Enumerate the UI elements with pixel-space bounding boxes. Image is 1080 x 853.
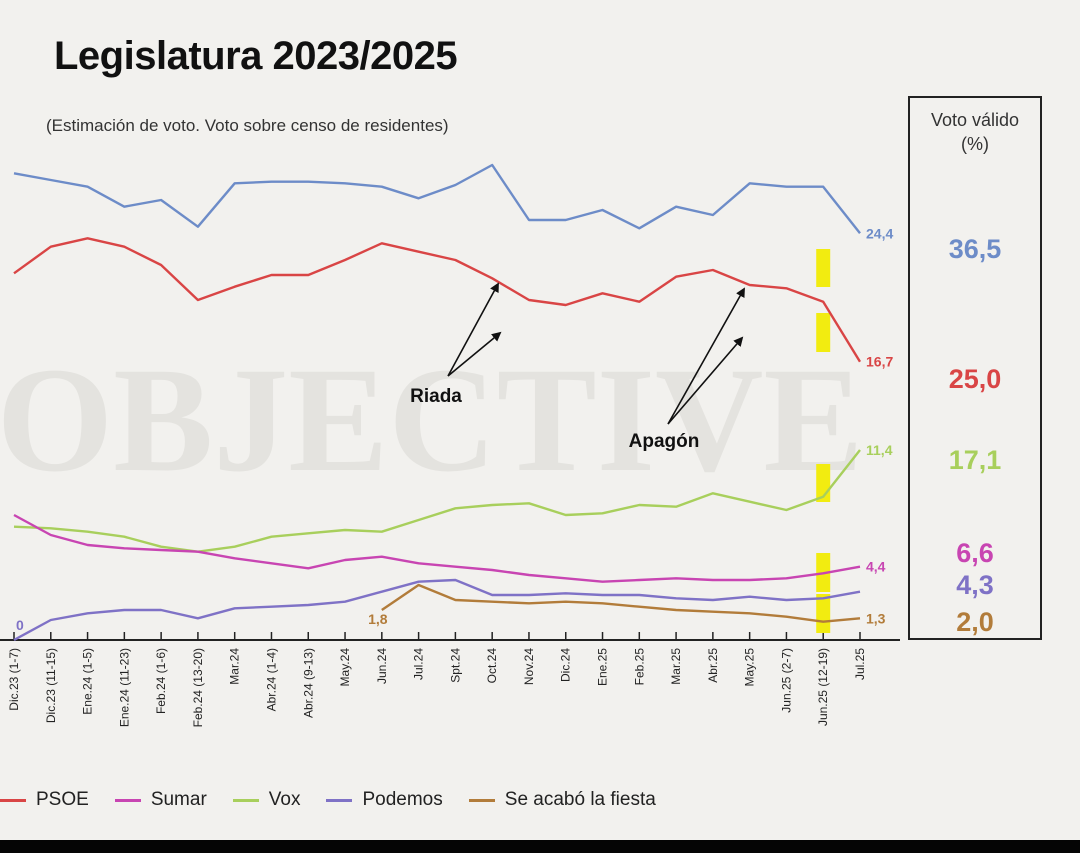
highlight-marker [816,313,831,352]
x-tick-label: Abr.24 (1-4) [264,648,278,711]
valid-vote-box [908,96,1042,640]
highlight-marker [816,594,831,633]
legend-item: PSOE [0,789,89,811]
valid-vote-value: 6,6 [956,538,994,568]
x-tick-label: Jun.24 [375,648,389,684]
annotation-arrow [667,287,745,425]
legend-swatch [468,798,495,802]
x-tick-label: Dic.23 (11-15) [44,648,58,723]
x-tick-label: Feb.24 (1-6) [154,648,168,714]
data-label: 24,4 [866,225,893,241]
data-label: 0 [16,617,24,633]
legend-swatch [114,798,141,802]
series-line-psoe [13,237,862,363]
data-label: 16,7 [866,354,893,370]
legend-swatch [0,798,26,802]
x-tick-label: Jul.24 [412,648,426,680]
valid-vote-value: 36,5 [949,234,1002,264]
legend-swatch [326,798,353,802]
x-tick-label: Ene.24 (1-5) [81,648,95,715]
valid-vote-value: 17,1 [949,445,1002,475]
valid-vote-header-line1: Voto válido [930,110,1020,130]
chart-title: Legislatura 2023/2025 [54,34,458,78]
x-tick-label: Dic.23 (1-7) [7,648,21,711]
x-tick-label: Feb.25 [632,648,646,686]
bottom-bar [0,840,1080,853]
line-chart: OBJECTIVE Dic.23 (1-7) Dic.23 (11-15) Ene.2… [0,163,1002,727]
legend-label: Se acabó la fiesta [504,789,656,810]
x-tick-label: Abr.25 [706,648,720,683]
x-tick-label: Abr.24 (9-13) [301,648,315,718]
legend-item: Se acabó la fiesta [468,789,656,811]
data-label: 11,4 [866,442,893,458]
annotation-arrow [667,336,744,425]
x-tick-label: May.24 [338,648,352,687]
x-tick-label: May.25 [743,648,757,687]
x-tick-label: Ene.24 (11-23) [117,648,131,727]
series-line-podemos [13,578,861,642]
watermark-text: OBJECTIVE [0,337,863,503]
data-label: 4,4 [866,559,886,575]
annotation-apagon: Apagón [629,431,700,452]
x-tick-label: Spt.24 [448,648,462,683]
legend-swatch [232,798,259,802]
legend-label: Podemos [362,789,443,810]
x-tick-label: Mar.25 [669,648,683,685]
annotation-riada: Riada [410,386,462,407]
legend-item: Sumar [114,789,207,811]
x-tick-label: Ene.25 [596,648,610,686]
legend-item: Podemos [326,789,443,811]
x-tick-label: Nov.24 [522,648,536,685]
series-line-pp [13,163,861,235]
x-tick-label: Dic.24 [559,648,573,682]
chart-legend: PSOE Sumar Vox Podemos Se acabó la fiesta [0,786,682,814]
series-line-vox [13,449,861,553]
x-tick-label: Oct.24 [485,648,499,684]
legend-label: PSOE [36,789,89,810]
data-label: 1,8 [368,611,388,627]
data-label: 1,3 [866,610,886,626]
legend-item: Vox [232,789,301,811]
valid-vote-header: Voto válido (%) [908,108,1042,156]
series-line-se-acabó-la-fiesta [381,583,861,623]
valid-vote-value: 4,3 [956,570,994,600]
valid-vote-value: 25,0 [949,364,1002,394]
highlight-marker [816,249,831,287]
legend-label: Sumar [150,789,207,810]
x-tick-label: Feb.24 (13-20) [191,648,205,727]
series-line-sumar [13,513,861,583]
x-tick-label: Jun.25 (12-19) [816,648,830,726]
annotation-arrow [447,282,499,377]
x-tick-label: Mar.24 [228,648,242,685]
valid-vote-value: 2,0 [956,607,994,637]
legend-label: Vox [268,789,301,810]
annotation-arrow [447,331,502,377]
x-tick-label: Jun.25 (2-7) [779,648,793,713]
chart-subtitle: (Estimación de voto. Voto sobre censo de… [46,116,449,135]
x-tick-label: Jul.25 [853,648,867,680]
valid-vote-header-line2: (%) [961,134,989,154]
